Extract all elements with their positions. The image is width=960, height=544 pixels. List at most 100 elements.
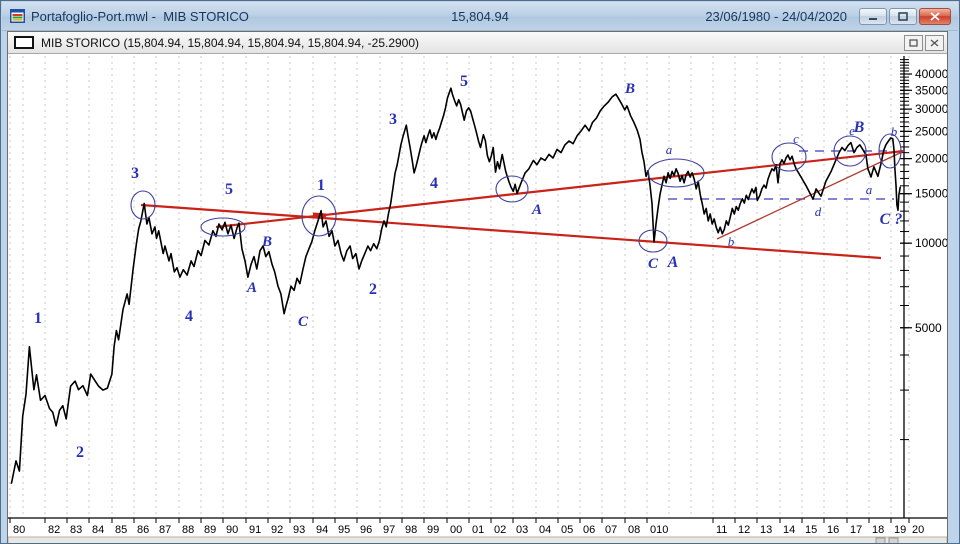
wave-label: 5 — [460, 73, 468, 90]
x-tick-label: 14 — [783, 524, 795, 536]
x-tick-label: 12 — [738, 524, 750, 536]
x-tick-label: 83 — [70, 524, 82, 536]
x-tick-label: 82 — [48, 524, 60, 536]
ellipse-annotation — [771, 142, 807, 172]
x-tick-label: 93 — [293, 524, 305, 536]
wave-label: 3 — [131, 165, 139, 182]
x-tick-label: 01 — [472, 524, 484, 536]
window-controls — [857, 7, 958, 25]
restore-button[interactable] — [904, 34, 923, 51]
minimize-icon — [869, 17, 877, 20]
maximize-button[interactable] — [889, 7, 917, 25]
x-tick-label: 00 — [450, 524, 462, 536]
scrollbar-button — [875, 537, 886, 543]
child-close-icon — [930, 39, 939, 46]
wave-label: 2 — [76, 444, 84, 461]
x-tick-label: 84 — [92, 524, 104, 536]
trendline-ascending-support — [215, 149, 905, 229]
y-tick-label: 25000 — [915, 124, 947, 138]
app-icon — [10, 9, 25, 23]
trendline-descending-resistance — [140, 203, 882, 260]
wave-label: A — [246, 280, 257, 296]
wave-label: A — [667, 254, 679, 271]
x-tick-label: 95 — [338, 524, 350, 536]
ellipse-annotation — [878, 133, 902, 169]
y-tick-label: 35000 — [915, 83, 947, 97]
wave-label: c — [793, 131, 799, 146]
x-tick-label: 88 — [182, 524, 194, 536]
ellipse-annotation — [130, 190, 156, 220]
minimize-button[interactable] — [859, 7, 887, 25]
child-close-button[interactable] — [925, 34, 944, 51]
x-tick-label: 87 — [159, 524, 171, 536]
y-tick-label: 30000 — [915, 102, 947, 116]
ellipse-annotation — [638, 229, 668, 253]
wave-label: C ? — [880, 211, 903, 228]
window-title: Portafoglio-Port.mwl - MIB STORICO — [31, 8, 249, 24]
maximize-icon — [898, 11, 908, 21]
wave-label: C — [648, 256, 659, 272]
chart-window-title: MIB STORICO (15,804.94, 15,804.94, 15,80… — [41, 35, 420, 50]
price-line — [10, 87, 902, 484]
wave-label: b — [728, 234, 735, 249]
x-tick-label: 11 — [716, 524, 727, 536]
x-tick-label: 010 — [650, 524, 668, 536]
wave-label: C — [298, 314, 309, 330]
wave-label: 5 — [225, 181, 233, 198]
restore-icon — [909, 38, 918, 47]
wave-label: A — [531, 202, 542, 218]
y-tick-label: 5000 — [915, 321, 942, 335]
wave-label: 4 — [430, 175, 438, 192]
x-tick-label: 20 — [912, 524, 924, 536]
wave-label: 1 — [34, 310, 42, 327]
x-tick-label: 98 — [405, 524, 417, 536]
y-tick-label: 15000 — [915, 187, 947, 201]
x-tick-label: 07 — [605, 524, 617, 536]
close-button[interactable] — [919, 7, 951, 25]
x-tick-label: 18 — [872, 524, 884, 536]
x-tick-label: 03 — [516, 524, 528, 536]
window-date-range: 23/06/1980 - 24/04/2020 — [705, 8, 847, 24]
price-chart: 80 82 83 84 85 86 87 88 89 90 91 92 93 94 95 96 97 98 99 00… — [8, 56, 947, 544]
wave-label: 1 — [317, 177, 325, 194]
x-tick-label: 97 — [383, 524, 395, 536]
wave-label: B — [853, 119, 865, 136]
window-titlebar: Portafoglio-Port.mwl - MIB STORICO 15,80… — [2, 2, 958, 31]
x-tick-label: 13 — [760, 524, 772, 536]
wave-label: a — [666, 142, 673, 157]
x-tick-label: 05 — [561, 524, 573, 536]
wave-label: B — [624, 81, 635, 97]
close-icon — [930, 11, 940, 21]
ellipse-annotation — [301, 195, 337, 237]
x-tick-label: 16 — [827, 524, 839, 536]
wave-label: B — [261, 234, 272, 250]
scrollbar-button — [888, 537, 899, 543]
horizontal-scrollbar[interactable] — [8, 536, 947, 544]
y-tick-label: 40000 — [915, 67, 947, 81]
x-tick-label: 99 — [427, 524, 439, 536]
x-tick-label: 17 — [850, 524, 862, 536]
x-tick-label: 04 — [539, 524, 551, 536]
chart-canvas[interactable]: 80 82 83 84 85 86 87 88 89 90 91 92 93 94 95 96 97 98 99 00… — [8, 53, 947, 544]
x-tick-label: 94 — [316, 524, 328, 536]
wave-label: b — [891, 124, 898, 139]
wave-label: a — [866, 182, 873, 197]
ellipse-annotation — [647, 158, 705, 188]
trendline-wedge-lower-line — [716, 151, 903, 240]
ellipse-annotation — [833, 135, 867, 167]
x-tick-label: 96 — [360, 524, 372, 536]
x-tick-label: 92 — [271, 524, 283, 536]
chart-window-icon — [14, 36, 34, 49]
wave-label: e — [849, 123, 855, 138]
wave-label: 2 — [369, 281, 377, 298]
x-tick-label: 02 — [494, 524, 506, 536]
y-tick-label: 10000 — [915, 236, 947, 250]
wave-label: d — [815, 204, 822, 219]
window-title-value: 15,804.94 — [451, 8, 509, 24]
chart-window: MIB STORICO (15,804.94, 15,804.94, 15,80… — [7, 31, 948, 544]
x-tick-label: 90 — [226, 524, 238, 536]
x-tick-label: 15 — [805, 524, 817, 536]
x-tick-label: 86 — [137, 524, 149, 536]
chart-window-controls — [902, 34, 947, 51]
